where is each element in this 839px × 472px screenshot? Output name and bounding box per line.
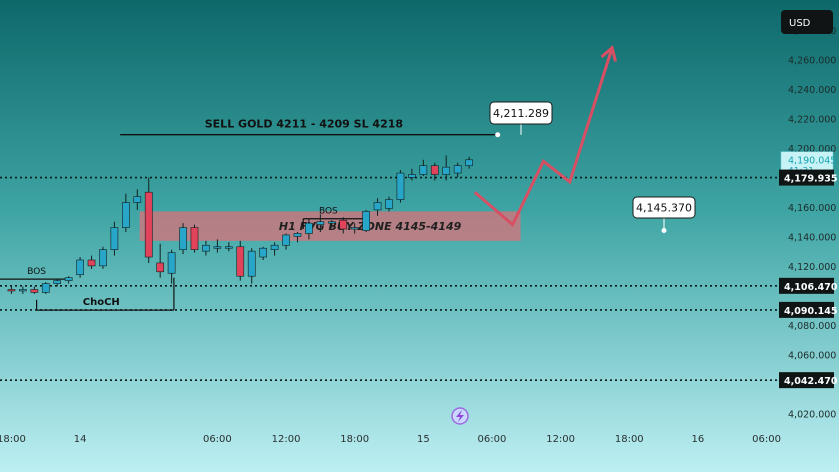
projection-arrowhead <box>600 45 617 62</box>
price-axis: 4,280.0004,260.0004,240.0004,220.0004,20… <box>779 10 838 420</box>
candle-bull <box>53 280 62 284</box>
x-tick-label: 18:00 <box>615 434 644 445</box>
candle-bear <box>87 259 96 267</box>
price-flag-box <box>779 372 834 389</box>
target-low-callout: 4,145.370 <box>636 202 692 215</box>
y-tick-label: 4,240.000 <box>788 85 836 96</box>
x-tick-label: 16 <box>692 434 705 445</box>
y-tick-label: 4,060.000 <box>788 350 836 361</box>
bos-label: BOS <box>319 207 338 217</box>
time-axis: 18:00 14 06:00 12:00 18:00 15 06:00 12:00 18:00 1… <box>0 434 781 445</box>
misc <box>451 407 469 425</box>
candle-bull <box>213 246 222 249</box>
candle-bull <box>419 165 428 175</box>
candle-bull <box>259 247 267 258</box>
candle-bull <box>442 166 451 175</box>
target-low-dot <box>661 228 667 234</box>
candle-bear <box>190 227 199 250</box>
candle-bull <box>305 222 313 234</box>
buy-zone-label: H1 FVG BUY ZONE 4145-4149 <box>279 220 462 233</box>
candle-bear <box>236 246 245 277</box>
x-tick-label: 06:00 <box>203 434 232 445</box>
currency-badge <box>781 10 833 34</box>
candle-bull <box>270 244 279 250</box>
candle-bull <box>408 174 416 178</box>
sell-signal-label: SELL GOLD 4211 - 4209 SL 4218 <box>205 118 403 131</box>
candle-bear <box>30 289 39 293</box>
x-tick-label: 15 <box>417 434 430 445</box>
y-tick-label: 4,220.000 <box>788 115 836 126</box>
price-flag-label: 4,042.470 <box>784 376 838 387</box>
x-tick-label: 06:00 <box>478 434 507 445</box>
y-tick-label: 4,020.000 <box>788 409 836 420</box>
candle-bull <box>224 246 233 249</box>
x-tick-label: 06:00 <box>752 434 781 445</box>
candle-bull <box>293 233 302 237</box>
x-tick-label: 14 <box>74 434 87 445</box>
y-tick-label: 4,260.000 <box>788 56 836 67</box>
x-tick-label: 12:00 <box>546 434 575 445</box>
y-tick-label: 4,080.000 <box>788 321 836 332</box>
x-tick-label: 12:00 <box>272 434 301 445</box>
candle-bull <box>327 221 336 224</box>
candle-bull <box>385 199 393 209</box>
price-callouts: 4,211.289 4,145.370 <box>489 101 696 234</box>
bolt-icon-glyph <box>456 410 464 422</box>
candle-bear <box>144 191 153 258</box>
buy-zone: H1 FVG BUY ZONE 4145-4149 <box>139 211 521 241</box>
candle-bull <box>362 211 370 231</box>
y-tick-label: 4,200.000 <box>788 144 836 155</box>
price-flag-label: 4,106.470 <box>784 282 838 293</box>
sell-line-end-dot <box>495 132 501 138</box>
candle-bull <box>167 252 176 274</box>
candle-bull <box>453 165 462 174</box>
candle-bear <box>339 219 348 230</box>
candle-bull <box>316 221 325 225</box>
projection-path <box>473 47 614 228</box>
y-tick-label: 4,120.000 <box>788 262 836 273</box>
y-tick-label: 4,140.000 <box>788 232 836 243</box>
y-tick-label: 4,160.000 <box>788 203 836 214</box>
candle-bull <box>373 202 382 211</box>
choch-label: ChoCH <box>83 297 120 308</box>
bos-label: BOS <box>27 267 46 277</box>
projection-arrow <box>473 45 617 228</box>
candle-bear <box>156 262 165 273</box>
price-flag-label: 4,090.145 <box>784 306 838 317</box>
fvg-buy-zone <box>139 211 521 241</box>
candle-bull <box>41 283 50 293</box>
candle-bull <box>110 227 119 250</box>
target-high-callout-box <box>489 101 553 125</box>
candles <box>7 155 473 294</box>
candle-bull <box>350 227 359 230</box>
candle-bull <box>19 289 27 292</box>
structure-lines: SELL GOLD 4211 - 4209 SL 4218 BOS ChoCH BOS <box>0 118 501 311</box>
candle-bull <box>99 249 107 267</box>
candle-bull <box>465 159 473 166</box>
currency-label: USD <box>789 18 811 29</box>
candle-bull <box>76 259 84 276</box>
target-high-callout: 4,211.289 <box>493 107 549 120</box>
candle-bull <box>133 196 142 203</box>
price-flag-box <box>779 169 834 186</box>
candle-bear <box>430 165 439 175</box>
candle-bull <box>122 202 130 228</box>
candle-bull <box>179 227 187 250</box>
x-tick-label: 18:00 <box>340 434 369 445</box>
price-flag-label: 4,179.935 <box>784 174 838 185</box>
price-flag-box <box>779 277 834 294</box>
candle-bull <box>282 234 290 246</box>
target-low-callout-box <box>632 196 696 219</box>
candle-bull <box>396 172 405 200</box>
candle-bull <box>202 244 210 252</box>
price-flag-box <box>779 301 834 318</box>
candle-bear <box>7 289 16 292</box>
candle-bull <box>64 277 73 281</box>
current-price-label: 4,190.045 <box>788 156 836 167</box>
candle-bull <box>247 250 256 277</box>
x-tick-label: 18:00 <box>0 434 26 445</box>
